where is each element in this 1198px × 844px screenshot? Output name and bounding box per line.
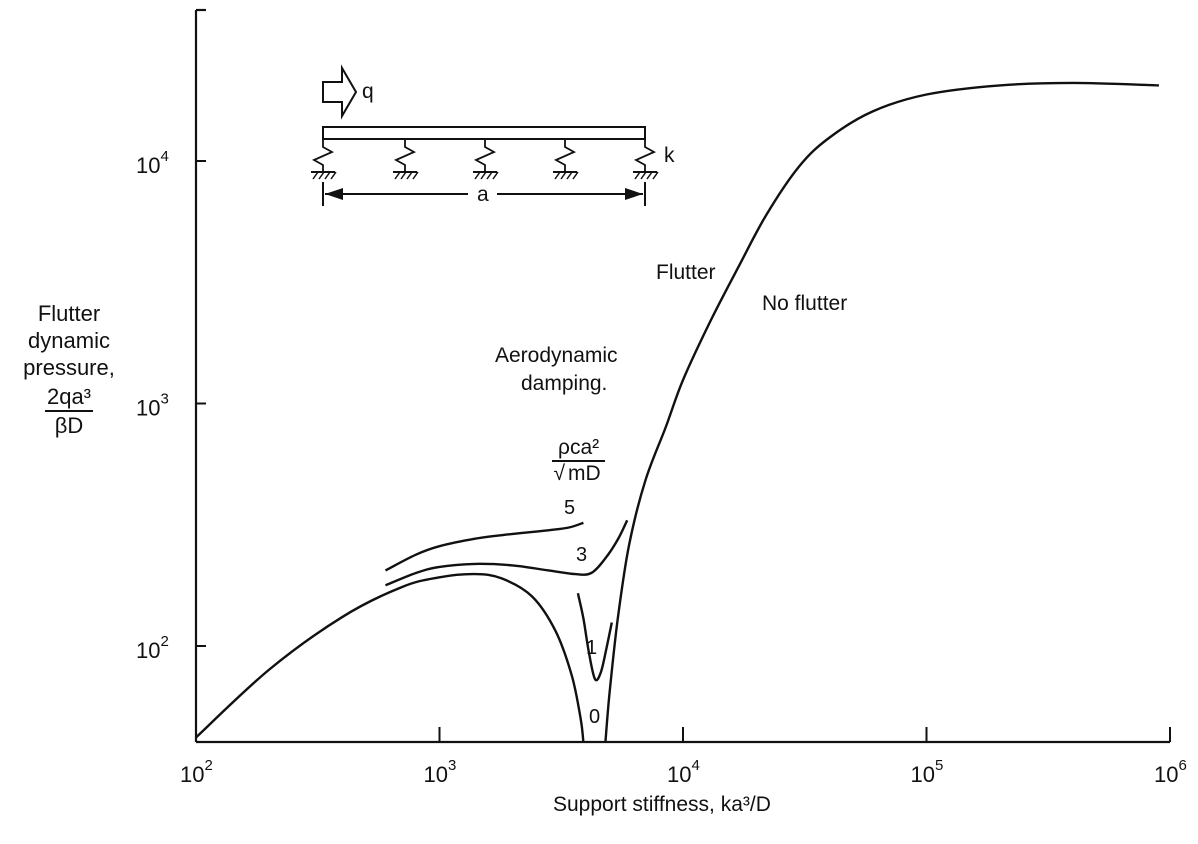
spring-support-icon: [393, 139, 419, 180]
curve-damping-1: [576, 593, 613, 682]
y-tick-label-2: 102: [136, 633, 169, 663]
flow-arrow-icon: [322, 64, 358, 120]
y-axis-title-line2: dynamic: [28, 328, 110, 353]
curves: [195, 81, 1159, 743]
spring-label: k: [664, 144, 675, 167]
flow-label: q: [362, 80, 374, 103]
curve-label-3: 3: [576, 544, 587, 566]
x-tick-label-6: 106: [1154, 757, 1187, 787]
y-axis-fraction-denominator: βD: [54, 413, 84, 438]
y-axis-title: Flutter dynamic pressure, 2qa³ βD: [14, 300, 124, 439]
curve-label-5: 5: [564, 497, 575, 519]
damping-title-line2: damping.: [521, 372, 607, 395]
curve-label-1: 1: [586, 637, 597, 659]
x-tick-label-3: 103: [424, 757, 457, 787]
damping-parameter: ρca² √ mD: [552, 436, 606, 486]
y-axis-title-line1: Flutter: [37, 301, 101, 326]
y-axis-fraction-numerator: 2qa³: [44, 383, 94, 412]
beam-diagram: q k a: [311, 64, 675, 206]
x-tick-label-2: 102: [180, 757, 213, 787]
x-tick-label-5: 105: [911, 757, 944, 787]
length-label: a: [477, 183, 489, 206]
damping-denominator-radicand: mD: [564, 460, 604, 485]
damping-denominator: √ mD: [552, 460, 605, 486]
x-axis-title: Support stiffness, ka³/D: [553, 793, 771, 816]
flutter-annotation: Flutter: [656, 261, 716, 284]
spring-support-icon: [311, 139, 337, 180]
dimension-arrow-left-icon: [325, 188, 343, 200]
curve-damping-5: [384, 521, 584, 572]
spring-support-icon: [553, 139, 579, 180]
no-flutter-annotation: No flutter: [762, 292, 847, 315]
x-tick-label-4: 104: [667, 757, 700, 787]
x-ticks: 102 103 104 105 106: [180, 727, 1187, 787]
curve-damping-0-right: [604, 81, 1159, 743]
y-tick-label-4: 104: [136, 148, 169, 178]
curve-damping-0: [195, 572, 585, 743]
beam: [322, 126, 646, 140]
curve-damping-3: [385, 519, 629, 587]
damping-title-line1: Aerodynamic: [495, 344, 618, 367]
y-tick-label-3: 103: [136, 391, 169, 421]
damping-numerator: ρca²: [552, 436, 606, 462]
spring-support-icon: [473, 139, 499, 180]
curve-label-0: 0: [589, 706, 600, 728]
y-axis-fraction: 2qa³ βD: [44, 383, 94, 439]
y-ticks: 102 103 104: [136, 148, 206, 663]
y-axis-title-line3: pressure,: [23, 355, 115, 380]
spring-support-icon: [633, 139, 659, 180]
dimension-arrow-right-icon: [625, 188, 643, 200]
